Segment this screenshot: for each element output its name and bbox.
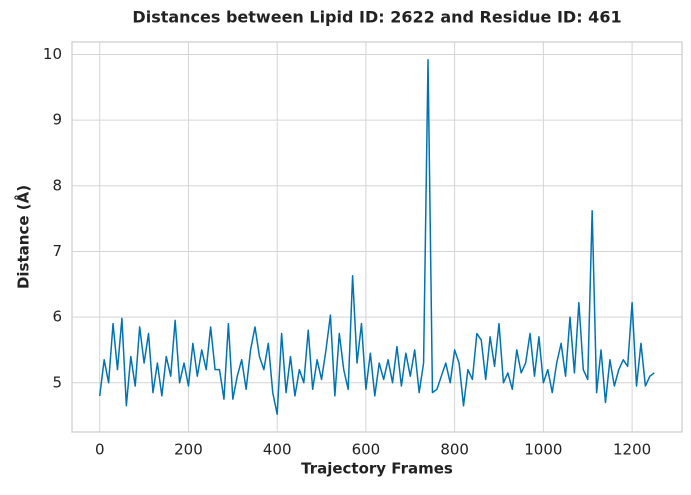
x-tick-label: 1000 (524, 441, 562, 459)
y-tick-label: 6 (52, 308, 62, 326)
x-axis-label: Trajectory Frames (301, 460, 453, 478)
plot-frame (71, 41, 683, 433)
y-tick-label: 9 (52, 111, 62, 129)
chart-title: Distances between Lipid ID: 2622 and Res… (132, 8, 621, 27)
x-tick-label: 400 (263, 441, 292, 459)
data-line (98, 58, 655, 416)
x-tick-label: 1200 (613, 441, 651, 459)
y-tick-label: 7 (52, 242, 62, 260)
x-tick-label: 800 (440, 441, 469, 459)
y-tick-label: 10 (43, 45, 62, 63)
y-tick-label: 8 (52, 176, 62, 194)
x-tick-label: 200 (174, 441, 203, 459)
x-tick-label: 600 (352, 441, 381, 459)
x-tick-label: 0 (95, 441, 105, 459)
y-axis-label: Distance (Å) (14, 185, 33, 289)
y-tick-label: 5 (52, 373, 62, 391)
